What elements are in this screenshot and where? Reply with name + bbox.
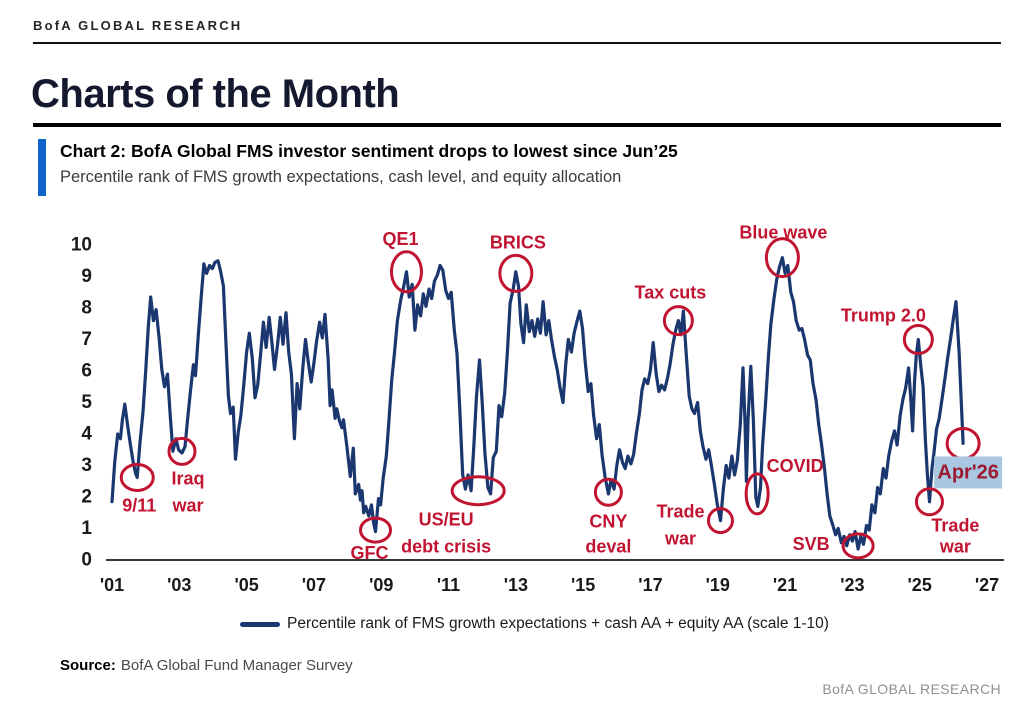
x-tick-label: '13 [504, 575, 528, 595]
x-tick-label: '25 [908, 575, 932, 595]
source-row: Source: BofA Global Fund Manager Survey [60, 657, 353, 674]
accent-bar [38, 139, 46, 196]
chart-header-text: Chart 2: BofA Global FMS investor sentim… [60, 139, 678, 196]
annotation-cny-deval-circle [593, 477, 623, 507]
source-text: BofA Global Fund Manager Survey [120, 657, 353, 674]
annotation-911-label: 9/11 [122, 495, 156, 515]
y-tick-label: 7 [81, 329, 92, 350]
annotation-gfc-label: GFC [351, 543, 389, 563]
chart-subtitle: Percentile rank of FMS growth expectatio… [60, 168, 622, 187]
y-tick-label: 1 [81, 518, 92, 539]
annotation-cny-deval-label: CNY [589, 511, 627, 531]
annotation-trade-war-2019-circle [706, 507, 734, 535]
chart-title: Chart 2: BofA Global FMS investor sentim… [60, 141, 678, 161]
y-tick-label: 3 [81, 455, 92, 476]
y-tick-label: 4 [81, 424, 92, 445]
annotation-useu-debt-crisis-circle [450, 475, 506, 507]
annotation-useu-debt-crisis-label: debt crisis [401, 537, 491, 557]
annotation-blue-wave-label: Blue wave [739, 223, 827, 243]
annotation-apr26-label: Apr'26 [937, 461, 998, 483]
annotation-iraq-war-label: war [171, 495, 203, 515]
annotation-trade-war-2025-circle [914, 487, 944, 517]
annotation-trump-2-label: Trump 2.0 [841, 306, 926, 326]
annotation-blue-wave-circle [764, 237, 800, 279]
header-divider [33, 42, 1001, 44]
title-divider [33, 123, 1001, 127]
annotation-qe1-circle [389, 250, 423, 294]
annotation-trade-war-2025-label: Trade [931, 516, 979, 536]
annotation-svb-label: SVB [793, 534, 830, 554]
x-tick-label: '15 [571, 575, 595, 595]
annotation-trade-war-2019-label: Trade [656, 502, 704, 522]
y-tick-label: 10 [71, 235, 92, 256]
annotation-svb-circle [841, 532, 875, 560]
x-tick-label: '03 [167, 575, 191, 595]
legend-line-swatch [240, 621, 281, 627]
y-tick-label: 0 [81, 550, 92, 571]
annotation-trade-war-2019-label: war [664, 529, 696, 549]
annotation-useu-debt-crisis-label: US/EU [419, 510, 474, 530]
x-tick-label: '01 [100, 575, 124, 595]
x-tick-label: '05 [234, 575, 258, 595]
annotation-trump-2-circle [902, 324, 934, 355]
x-tick-label: '21 [773, 575, 797, 595]
annotation-tax-cuts-label: Tax cuts [635, 283, 707, 303]
annotation-brics-circle [498, 253, 534, 293]
chart-legend: Percentile rank of FMS growth expectatio… [0, 615, 1033, 633]
y-tick-label: 9 [81, 266, 92, 287]
x-tick-label: '17 [638, 575, 662, 595]
chart-header: Chart 2: BofA Global FMS investor sentim… [38, 139, 678, 196]
annotation-apr26-highlight [934, 456, 1003, 489]
x-tick-label: '23 [840, 575, 864, 595]
x-tick-label: '11 [437, 575, 460, 595]
sentiment-line [110, 256, 965, 551]
legend-label: Percentile rank of FMS growth expectatio… [287, 615, 829, 632]
annotation-gfc-circle [359, 516, 393, 544]
brand-header: BofA GLOBAL RESEARCH [33, 18, 243, 33]
y-tick-label: 5 [81, 392, 92, 413]
annotation-qe1-label: QE1 [382, 229, 418, 249]
annotation-cny-deval-label: deval [585, 536, 631, 556]
page-title: Charts of the Month [31, 72, 400, 116]
footer-brand: BofA GLOBAL RESEARCH [822, 681, 1001, 697]
y-tick-label: 6 [81, 361, 92, 382]
annotation-iraq-war-label: Iraq [171, 468, 204, 488]
annotation-911-circle [119, 462, 155, 492]
x-tick-label: '07 [302, 575, 326, 595]
y-tick-label: 2 [81, 487, 92, 508]
annotation-iraq-war-circle [167, 436, 197, 466]
x-tick-label: '09 [369, 575, 393, 595]
y-tick-label: 8 [81, 298, 92, 319]
x-tick-label: '19 [706, 575, 730, 595]
x-tick-label: '27 [975, 575, 999, 595]
source-label: Source: [60, 657, 116, 674]
annotation-covid-label: COVID [767, 456, 824, 476]
annotation-brics-label: BRICS [490, 232, 546, 252]
annotation-covid-circle [744, 472, 770, 516]
annotation-tax-cuts-circle [662, 305, 694, 337]
annotation-trade-war-2025-label: war [939, 537, 971, 557]
